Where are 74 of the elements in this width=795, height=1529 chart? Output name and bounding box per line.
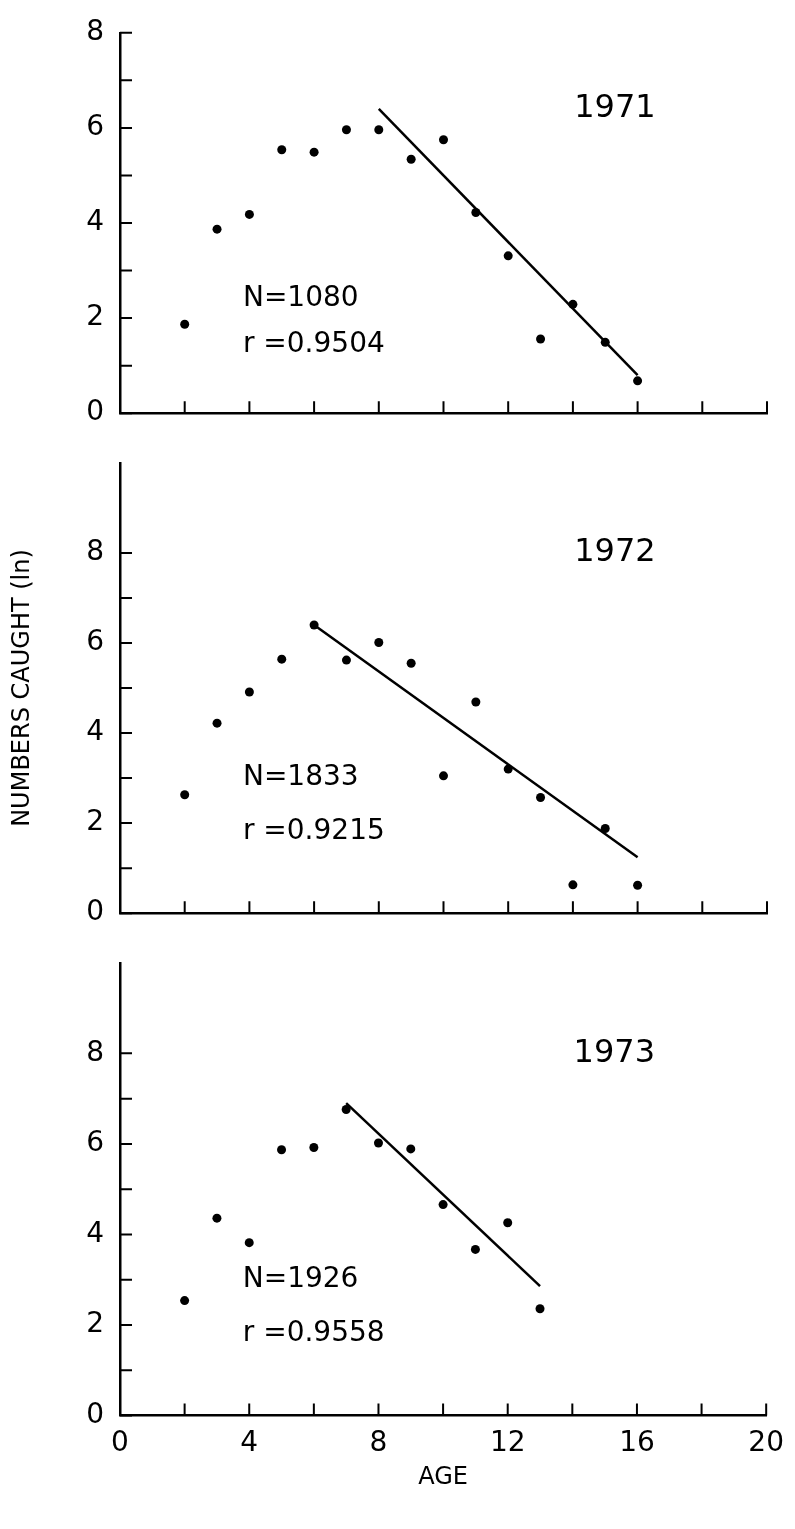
point — [309, 147, 319, 157]
y-axis-title: NUMBERS CAUGHT (ln) — [6, 549, 35, 827]
point — [341, 125, 351, 135]
point — [470, 1244, 480, 1254]
point — [406, 1144, 416, 1154]
y-tick-label: 2 — [86, 804, 104, 838]
point — [309, 620, 319, 630]
point — [180, 1296, 190, 1306]
annotation: N=1833 — [242, 759, 359, 793]
y-tick-label: 6 — [86, 624, 104, 658]
y-tick-label: 8 — [86, 14, 104, 48]
annotation: r =0.9558 — [242, 1315, 385, 1349]
point — [536, 334, 546, 344]
text: 1973 — [573, 1031, 656, 1070]
point — [180, 319, 190, 329]
point — [406, 658, 416, 668]
point — [438, 1200, 448, 1210]
x-tick-label: 0 — [111, 1424, 129, 1458]
x-tick-label: 4 — [240, 1424, 259, 1458]
y-tick-label: 8 — [86, 534, 104, 568]
point — [600, 824, 610, 834]
y-tick-label: 4 — [86, 714, 104, 748]
point — [277, 1145, 287, 1155]
point — [439, 771, 448, 781]
y-tick-label: 4 — [86, 1215, 104, 1249]
point — [600, 337, 610, 347]
annotation: N=1080 — [242, 280, 359, 314]
y-tick-label: 0 — [86, 394, 104, 428]
y-tick-label: 4 — [86, 204, 104, 238]
point — [244, 1238, 254, 1248]
x-tick-label: 12 — [489, 1424, 526, 1458]
point — [244, 687, 254, 697]
text: 1972 — [574, 531, 656, 570]
annotation: r =0.9504 — [242, 326, 385, 360]
point — [633, 880, 643, 890]
point — [277, 145, 287, 155]
annotation: N=1926 — [242, 1261, 359, 1295]
point — [503, 1218, 513, 1228]
y-tick-label: 0 — [86, 1396, 104, 1430]
point — [535, 1304, 545, 1314]
point — [503, 764, 513, 774]
point — [633, 376, 643, 386]
y-tick-label: 2 — [86, 299, 104, 333]
point — [244, 209, 254, 219]
y-tick-label: 6 — [86, 1125, 104, 1159]
x-tick-label: 8 — [369, 1424, 388, 1458]
x-axis-title: AGE — [418, 1461, 468, 1490]
y-tick-label: 6 — [86, 109, 104, 143]
point — [471, 697, 481, 707]
point — [374, 125, 384, 135]
point — [568, 880, 578, 890]
text: 1971 — [574, 87, 656, 126]
x-tick-label: 20 — [748, 1424, 785, 1458]
point — [277, 654, 287, 664]
point — [536, 792, 546, 802]
annotation: r =0.9215 — [242, 813, 385, 847]
point — [212, 224, 222, 234]
y-tick-label: 2 — [86, 1306, 104, 1340]
point — [568, 299, 578, 309]
x-tick-label: 16 — [619, 1424, 655, 1458]
y-tick-label: 8 — [86, 1034, 104, 1068]
point — [406, 154, 416, 164]
point — [180, 790, 190, 800]
point — [503, 251, 513, 261]
point — [439, 135, 448, 145]
point — [212, 1213, 222, 1223]
point — [212, 718, 222, 728]
y-tick-label: 0 — [86, 894, 104, 928]
point — [341, 1105, 351, 1115]
point — [471, 208, 481, 218]
point — [341, 655, 351, 665]
point — [374, 638, 384, 648]
point — [309, 1143, 319, 1153]
point — [373, 1138, 383, 1148]
